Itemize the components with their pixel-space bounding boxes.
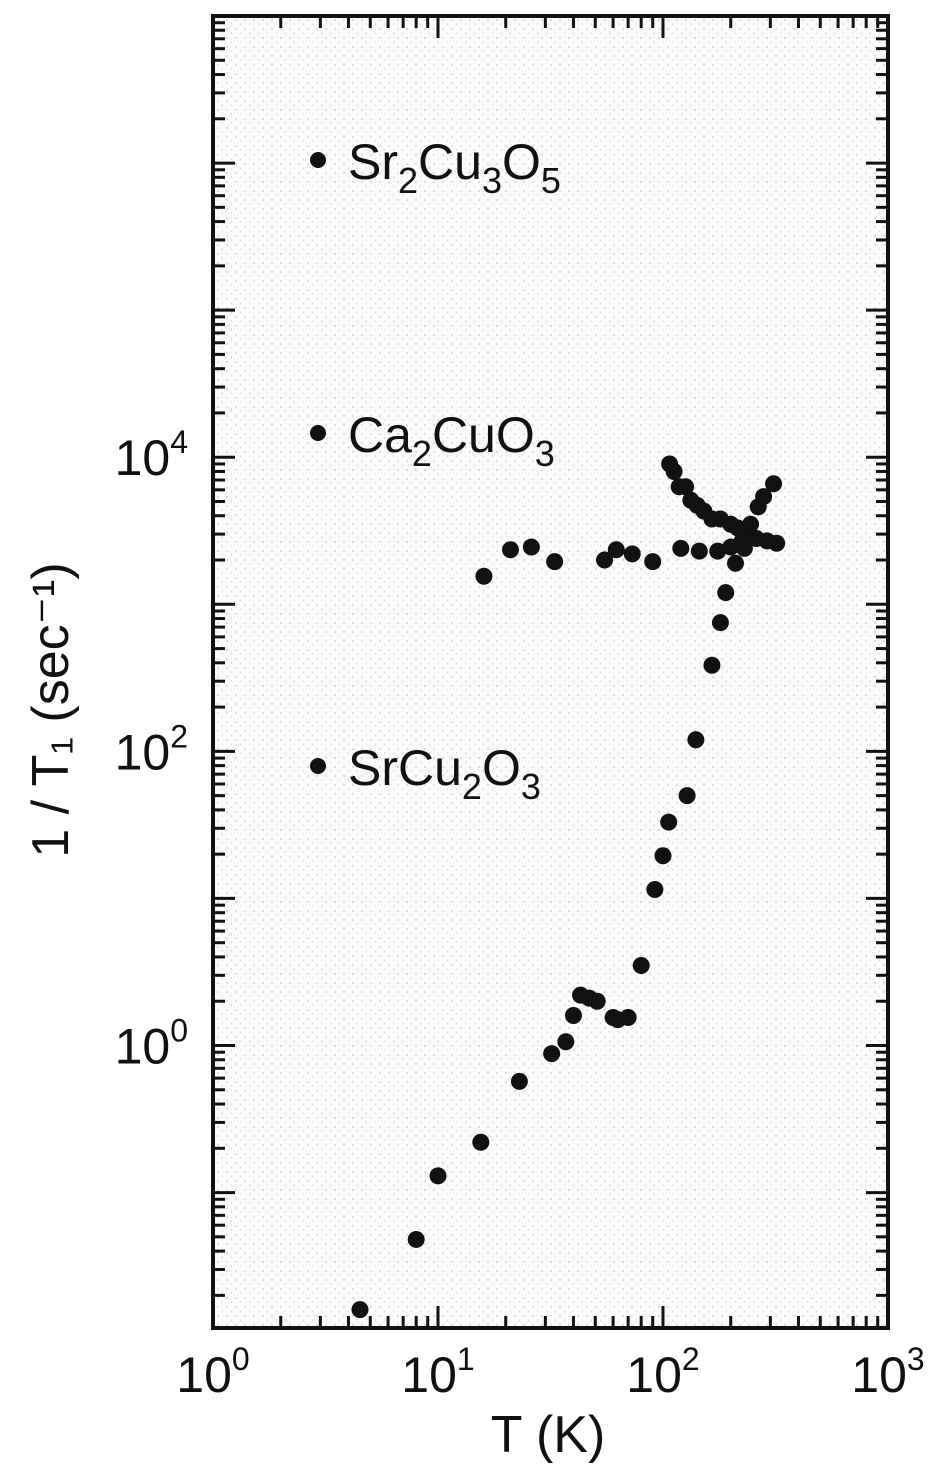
y-tick-label-base: 10 — [115, 1019, 171, 1075]
legend-label-part: O — [502, 134, 541, 190]
y-tick-label: 102 — [115, 718, 188, 780]
x-tick-label-exponent: 1 — [457, 1341, 475, 1377]
data-point-series-2 — [546, 553, 564, 571]
legend-label-part: SrCu — [348, 740, 462, 796]
data-point-series-1 — [665, 462, 683, 480]
x-tick-label: 103 — [851, 1341, 924, 1403]
data-point-series-3 — [557, 1033, 575, 1051]
data-point-series-3 — [687, 731, 705, 749]
data-point-series-1 — [768, 534, 786, 552]
data-point-series-3 — [755, 488, 773, 506]
data-point-series-2 — [501, 541, 519, 559]
x-tick-label-exponent: 3 — [907, 1341, 925, 1377]
data-point-series-2 — [672, 539, 690, 557]
data-point-series-2 — [690, 542, 708, 560]
data-point-series-3 — [733, 532, 751, 550]
data-point-series-3 — [510, 1072, 528, 1090]
data-point-series-3 — [564, 1006, 582, 1024]
legend-label-part: Cu — [418, 134, 482, 190]
x-tick-label-base: 10 — [401, 1347, 457, 1403]
legend-label-part: 3 — [535, 433, 555, 474]
x-tick-label: 101 — [401, 1341, 474, 1403]
legend-label-part: Ca — [348, 407, 412, 463]
legend-label-part: 3 — [482, 160, 502, 201]
legend-label-part: O — [482, 740, 521, 796]
legend-label: SrCu2O3 — [348, 740, 541, 807]
y-tick-label-exponent: 2 — [170, 718, 188, 754]
data-point-series-3 — [717, 584, 735, 602]
legend-label-part: 2 — [412, 433, 432, 474]
data-point-series-2 — [475, 567, 493, 585]
legend-marker — [310, 758, 326, 774]
data-point-series-3 — [678, 787, 696, 805]
data-point-series-2 — [607, 541, 625, 559]
data-point-series-2 — [709, 542, 727, 560]
data-point-series-3 — [588, 992, 606, 1010]
x-tick-label-base: 10 — [626, 1347, 682, 1403]
x-tick-label-exponent: 0 — [232, 1341, 250, 1377]
x-tick-label-base: 10 — [176, 1347, 232, 1403]
y-tick-label-exponent: 4 — [170, 424, 188, 460]
x-tick-label: 100 — [176, 1341, 249, 1403]
data-point-series-3 — [703, 656, 721, 674]
data-points — [351, 455, 786, 1319]
plot-frame — [211, 14, 890, 1330]
legend-label-part: 2 — [398, 160, 418, 201]
legend-label: Ca2CuO3 — [348, 407, 555, 474]
y-tick-label-base: 10 — [115, 724, 171, 780]
data-point-series-3 — [711, 614, 729, 632]
legend-label-part: CuO — [432, 407, 535, 463]
x-tick-label-exponent: 2 — [682, 1341, 700, 1377]
legend-label-part: 2 — [462, 766, 482, 807]
data-point-series-1 — [677, 478, 695, 496]
y-tick-label: 104 — [115, 424, 188, 486]
data-point-series-2 — [644, 553, 662, 571]
x-axis-title: T (K) — [491, 1406, 606, 1464]
x-tick-label: 102 — [626, 1341, 699, 1403]
plot-background — [213, 16, 888, 1328]
data-point-series-3 — [543, 1045, 561, 1063]
y-tick-label: 100 — [115, 1013, 188, 1075]
data-point-series-2 — [623, 545, 641, 563]
data-point-series-3 — [472, 1133, 490, 1151]
legend-label-part: 3 — [521, 766, 541, 807]
data-point-series-3 — [429, 1167, 447, 1185]
data-point-series-3 — [407, 1230, 425, 1248]
data-point-series-3 — [765, 475, 783, 493]
legend-label-part: 5 — [541, 160, 561, 201]
data-point-series-3 — [654, 847, 672, 865]
data-point-series-2 — [596, 551, 614, 569]
legend-label: Sr2Cu3O5 — [348, 134, 561, 201]
legend-marker — [310, 152, 326, 168]
y-axis-title: 1 / T₁ (sec⁻¹) — [22, 562, 80, 857]
data-point-series-3 — [726, 554, 744, 572]
data-point-series-3 — [351, 1301, 369, 1319]
y-tick-label-base: 10 — [115, 430, 171, 486]
data-point-series-3 — [632, 956, 650, 974]
legend-label-part: Sr — [348, 134, 398, 190]
data-point-series-3 — [742, 515, 760, 533]
data-point-series-2 — [522, 538, 540, 556]
data-point-series-3 — [619, 1009, 637, 1027]
legend-marker — [310, 425, 326, 441]
data-point-series-3 — [660, 813, 678, 831]
data-point-series-3 — [646, 881, 664, 899]
x-tick-label-base: 10 — [851, 1347, 907, 1403]
y-tick-label-exponent: 0 — [170, 1013, 188, 1049]
